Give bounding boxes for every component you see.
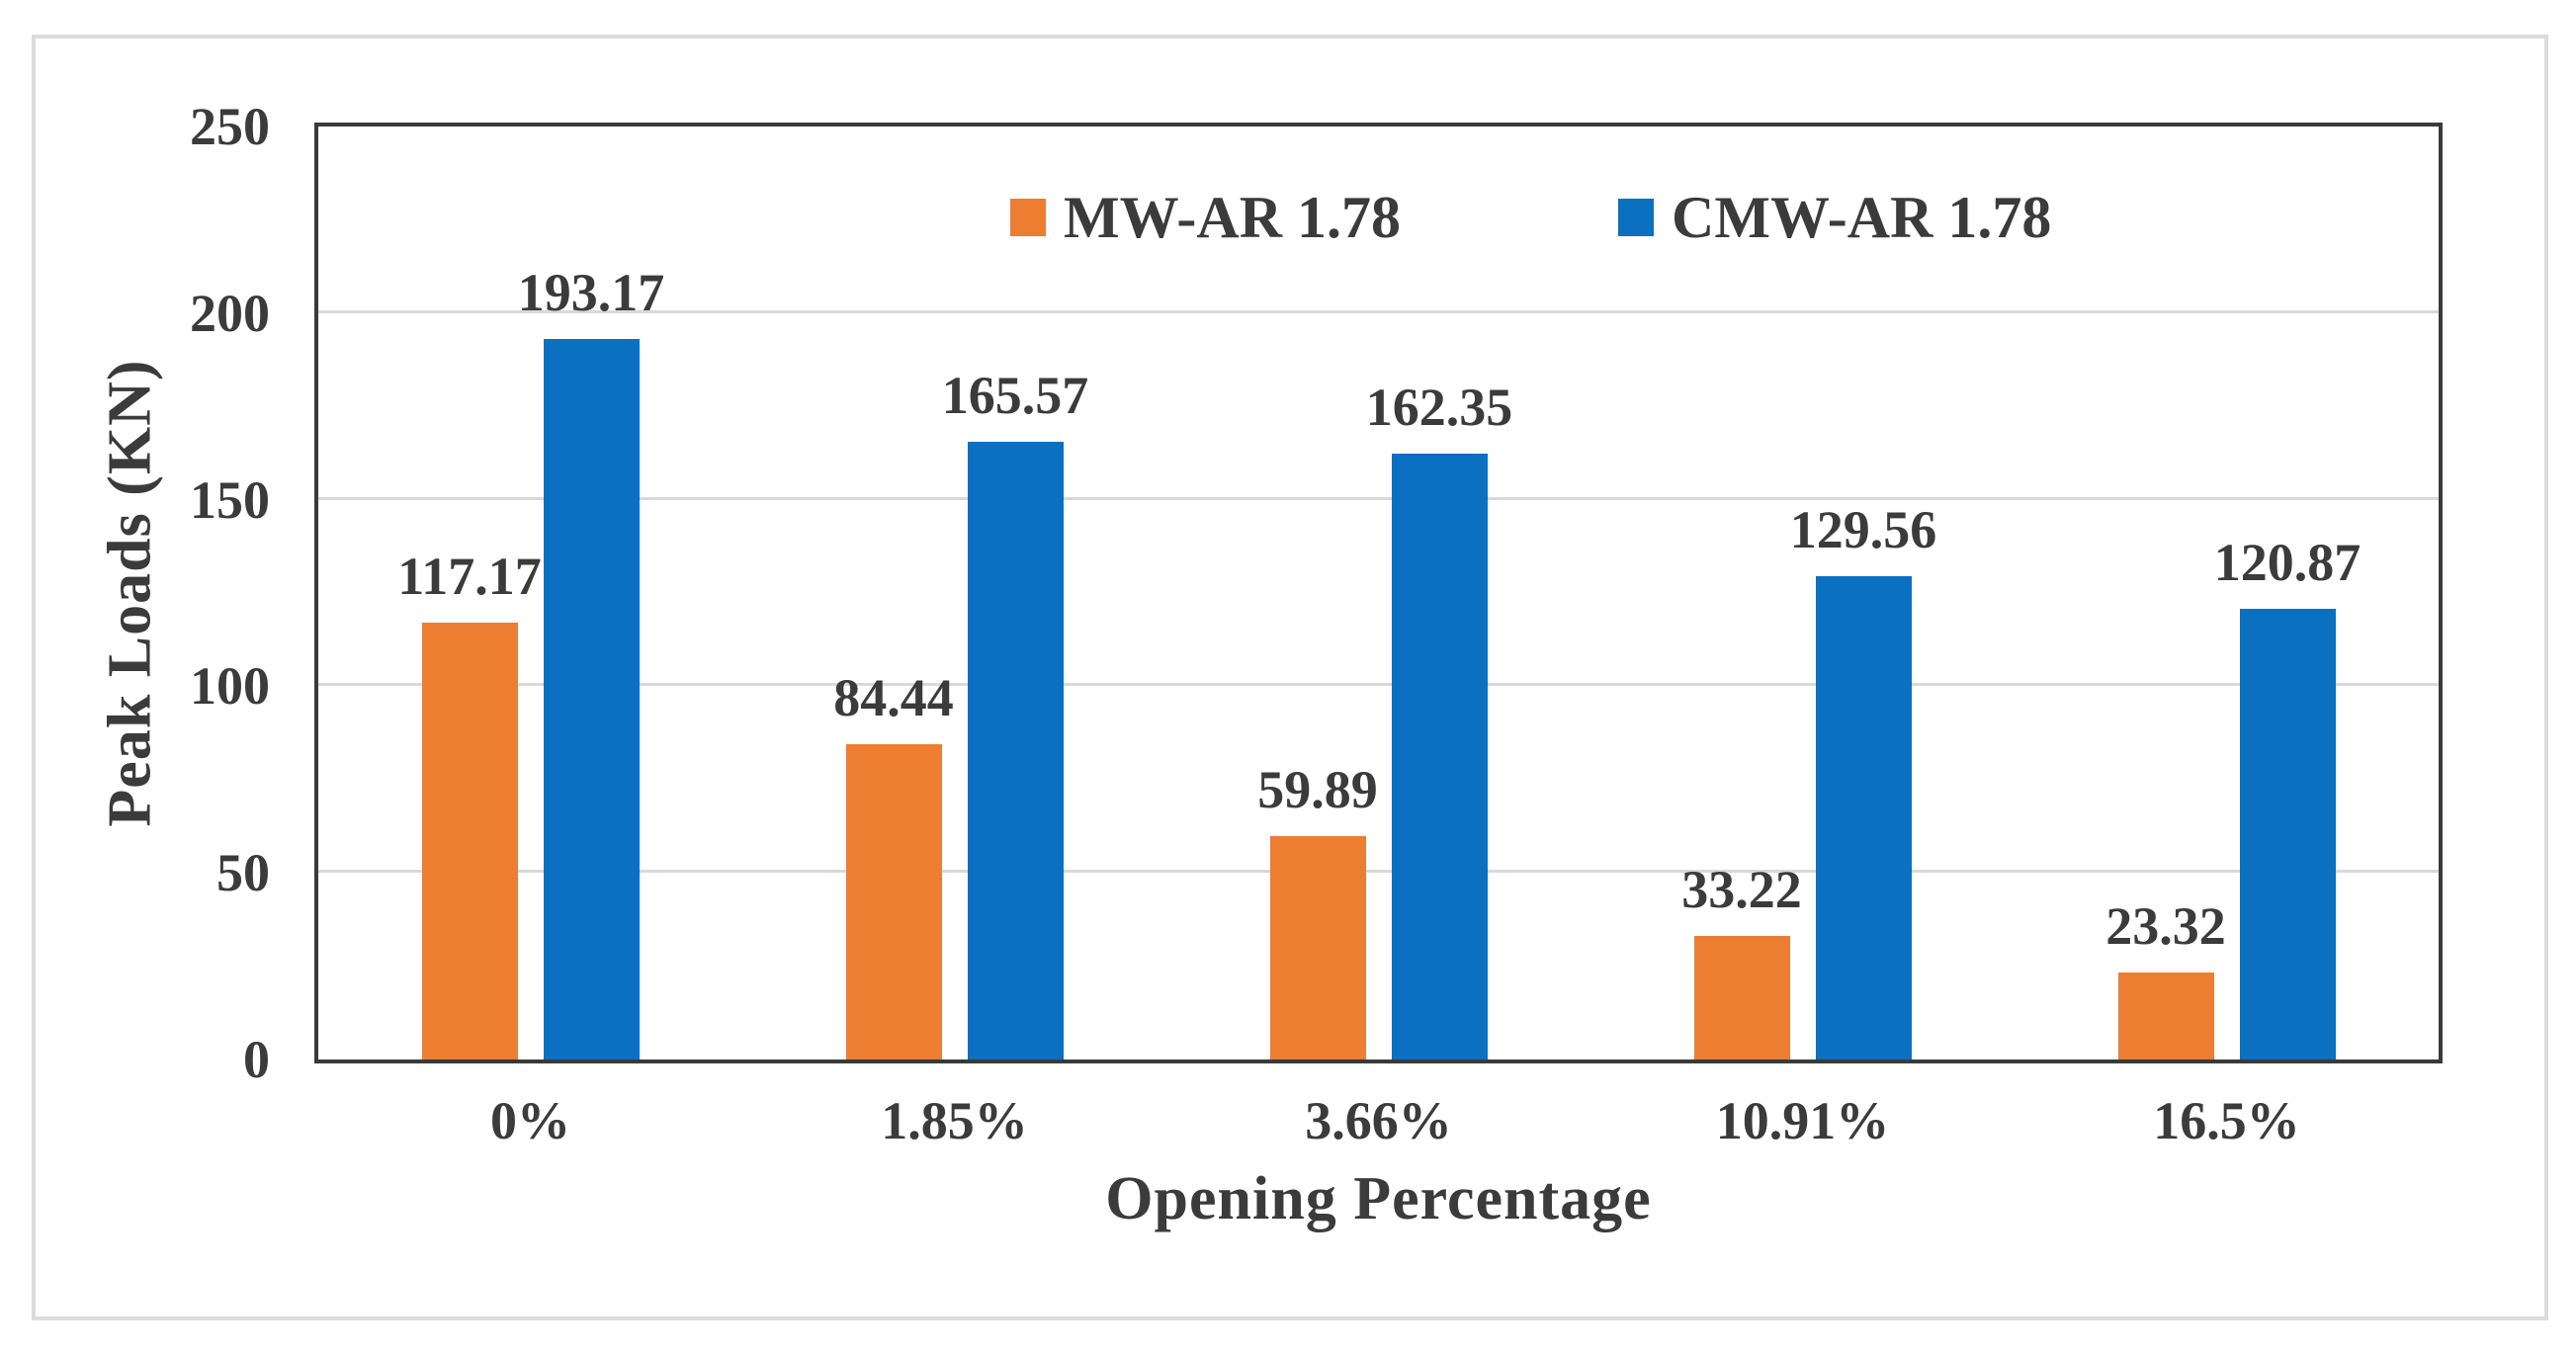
legend-label: MW-AR 1.78 [1064, 185, 1402, 250]
bar-value-label: 59.89 [1257, 759, 1378, 819]
bar-value-label: 193.17 [517, 262, 665, 322]
legend-label: CMW-AR 1.78 [1672, 185, 2052, 250]
bar [1391, 453, 1488, 1059]
bar-value-label: 84.44 [833, 668, 954, 728]
y-tick-label: 100 [190, 656, 270, 717]
x-axis-title: Opening Percentage [1105, 1165, 1652, 1232]
bar [845, 744, 942, 1059]
x-tick-label: 3.66% [1305, 1091, 1452, 1150]
bar-group: 59.89 162.35 [1166, 127, 1590, 1059]
bar-value-label: 165.57 [941, 365, 1089, 425]
y-tick-label: 150 [190, 469, 270, 530]
legend-swatch-icon [1010, 199, 1046, 236]
gridline-200 [318, 309, 2439, 313]
bar [1693, 935, 1790, 1059]
bar-value-label: 33.22 [1681, 859, 1802, 919]
bar-group: 33.22 129.56 [1590, 127, 2015, 1059]
bar [1269, 835, 1366, 1059]
bar-value-label: 120.87 [2213, 532, 2361, 592]
bar [2239, 608, 2336, 1059]
x-tick-label: 0% [490, 1091, 570, 1150]
bar [543, 338, 640, 1059]
bar-group: 23.32 120.87 [2015, 127, 2439, 1059]
bar-value-label: 23.32 [2105, 895, 2226, 956]
gridline-100 [318, 683, 2439, 687]
y-axis-tick-labels: 0 50 100 150 200 250 [0, 100, 270, 1086]
bar [1815, 575, 1912, 1059]
bar-group: 84.44 165.57 [742, 127, 1166, 1059]
legend-swatch-icon [1618, 199, 1655, 236]
bar-value-label: 162.35 [1365, 377, 1513, 437]
legend-entry: MW-AR 1.78 [1010, 188, 1401, 247]
y-tick-label: 0 [243, 1030, 270, 1089]
x-tick-label: 1.85% [881, 1091, 1028, 1150]
gridline-50 [318, 870, 2439, 874]
y-tick-label: 50 [216, 843, 270, 903]
bar-value-label: 117.17 [397, 546, 542, 606]
x-axis-tick-labels: 0% 1.85% 3.66% 10.91% 16.5% [318, 1089, 2439, 1158]
legend: MW-AR 1.78 CMW-AR 1.78 [1010, 188, 2051, 247]
x-tick-label: 10.91% [1715, 1091, 1890, 1150]
bar-group: 117.17 193.17 [318, 127, 742, 1059]
bar-value-label: 129.56 [1789, 499, 1937, 559]
y-tick-label: 200 [190, 283, 270, 343]
y-tick-label: 250 [190, 97, 270, 156]
x-tick-label: 16.5% [2153, 1091, 2300, 1150]
plot-area: MW-AR 1.78 CMW-AR 1.78 117.17 193.17 84.44 1… [314, 123, 2443, 1063]
gridline-150 [318, 496, 2439, 500]
legend-entry: CMW-AR 1.78 [1618, 188, 2051, 247]
bar [421, 622, 518, 1059]
bar [967, 441, 1064, 1059]
figure-border [32, 35, 2548, 1320]
bar [2117, 972, 2214, 1059]
